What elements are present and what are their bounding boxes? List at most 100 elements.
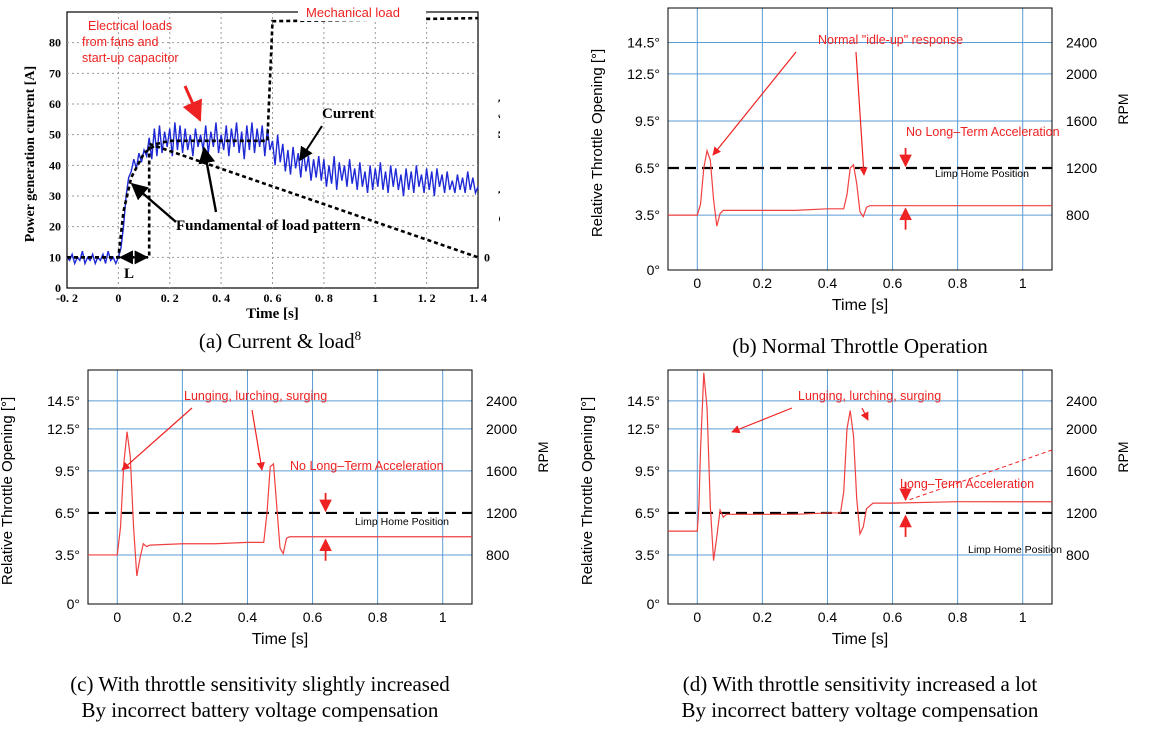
y-right-axis-label: RPM: [1115, 441, 1131, 472]
y-right-tick-label: 2000: [1066, 421, 1097, 437]
x-axis-label: Time [s]: [832, 297, 888, 314]
caption-a-text: (a) Current & load: [198, 329, 355, 353]
x-tick-label: 0. 6: [264, 291, 282, 305]
y-right-axis-label: RPM: [535, 441, 551, 472]
y-axis-label: Relative Throttle Opening [°]: [589, 49, 606, 237]
series-line-0: [668, 372, 1052, 561]
x-tick-label: 0. 2: [161, 291, 179, 305]
plot-area: [668, 8, 1052, 270]
x-axis-label: Time [s]: [832, 631, 888, 648]
annotation-response: Lunging, lurching, surging: [798, 389, 941, 403]
x-tick-label: 0.2: [753, 609, 773, 625]
plot-frame: [87, 369, 473, 605]
x-tick-label: 0: [115, 291, 121, 305]
y-tick-label: 9.5°: [635, 113, 660, 129]
y-tick-label: 3.5°: [55, 547, 80, 563]
slight-sensitivity-chart: 0 0.2 0.4 0.6 0.8 1 0° 3.5° 6.5° 9.5° 12.5° 14.5° 80…: [0, 369, 551, 648]
annotation-L: L: [124, 266, 134, 282]
y-right-tick-label: 1600: [486, 463, 517, 479]
y-axis-label: Relative Throttle Opening [°]: [580, 397, 596, 585]
x-tick-label: 0.2: [753, 275, 773, 291]
x-tick-label: 1: [439, 609, 447, 625]
current-load-chart: -0. 2 0 0. 2 0. 4 0. 6 0. 8 1 1. 2 1. 4010203040…: [23, 3, 500, 322]
y-tick-label: 6.5°: [635, 505, 660, 521]
x-tick-label: 0.4: [818, 275, 838, 291]
y-tick-label: 10: [49, 250, 61, 264]
y-right-tick-label: 2400: [1066, 393, 1097, 409]
annotation-acceleration: Long–Term Acceleration: [900, 477, 1034, 491]
y-right-tick-label: 1200: [1066, 160, 1097, 176]
y-tick-label: 70: [49, 66, 61, 80]
y-right-tick-label: 2400: [486, 393, 517, 409]
annotation-electrical-line: Electrical loads: [88, 19, 172, 33]
annotation-arrow: [860, 407, 869, 421]
arrow-fundamental-1: [130, 182, 177, 223]
caption-c: (c) With throttle sensitivity slightly i…: [70, 672, 450, 696]
y-right-tick-label: 800: [486, 547, 510, 563]
x-tick-label: 1: [1019, 275, 1027, 291]
y-tick-label: 0°: [67, 596, 80, 612]
x-tick-label: 0.4: [818, 609, 838, 625]
y-right-tick-label: 2400: [1066, 35, 1097, 51]
normal-throttle-chart: 0 0.2 0.4 0.6 0.8 1 0° 3.5° 6.5° 9.5° 12.5° 14.5° 80…: [589, 7, 1131, 314]
arrow-electrical: [182, 85, 202, 122]
x-axis-label: Time [s]: [252, 631, 308, 648]
plot-frame: [667, 7, 1053, 271]
arrow-current: [299, 125, 323, 162]
x-tick-label: 1: [1019, 609, 1027, 625]
x-tick-label: 0.4: [238, 609, 258, 625]
high-sensitivity-chart: 0 0.2 0.4 0.6 0.8 1 0° 3.5° 6.5° 9.5° 12.5° 14.5° 80…: [580, 369, 1131, 648]
x-tick-label: 0.2: [173, 609, 193, 625]
annotation-arrow: [712, 51, 797, 156]
x-tick-label: 0: [693, 609, 701, 625]
y-tick-label: 3.5°: [635, 547, 660, 563]
annotation-arrow: [251, 409, 265, 471]
plot-area: [668, 370, 1052, 604]
x-tick-label: 0. 4: [212, 291, 230, 305]
y-right-tick-label: 800: [1066, 207, 1090, 223]
series-line-1: [67, 16, 479, 259]
y-right-tick-label: 2000: [1066, 66, 1097, 82]
arrow-fundamental-2: [198, 146, 218, 213]
annotation-response: Normal "idle-up" response: [818, 33, 963, 47]
x-tick-label: 0.6: [883, 609, 903, 625]
caption-d2: By incorrect battery voltage compensatio…: [681, 698, 1039, 722]
y-right-tick-label: 1200: [1066, 505, 1097, 521]
y-right-tick-label: 2000: [486, 421, 517, 437]
plot-frame: [667, 369, 1053, 605]
y-tick-label: 6.5°: [635, 160, 660, 176]
y-tick-label: 12.5°: [47, 421, 80, 437]
x-tick-label: 0.8: [948, 275, 968, 291]
mechanical-label-bg: [298, 3, 426, 21]
y-tick-label: 30: [49, 189, 61, 203]
y-tick-label: 0°: [647, 262, 660, 278]
annotation-acceleration: No Long–Term Acceleration: [906, 125, 1060, 139]
y-axis-label: Power generation current [A]: [23, 66, 38, 242]
y-tick-label: 14.5°: [627, 35, 660, 51]
y-right-tick-label: 800: [1066, 547, 1090, 563]
limp-home-label: Limp Home Position: [935, 168, 1029, 180]
y-tick-label: 50: [49, 128, 61, 142]
annotation-arrow: [731, 407, 793, 434]
plot-area: [88, 370, 472, 604]
x-tick-label: 0.6: [883, 275, 903, 291]
series-line-0: [88, 431, 472, 577]
x-tick-label: 0. 8: [315, 291, 333, 305]
y-tick-label: 9.5°: [635, 463, 660, 479]
series-line-0: [66, 122, 479, 266]
caption-b: (b) Normal Throttle Operation: [732, 334, 988, 358]
caption-a: (a) Current & load8: [70, 328, 490, 354]
y-right-tick-label: 1600: [1066, 113, 1097, 129]
x-axis-label: Time [s]: [246, 306, 299, 322]
y-tick-label: 3.5°: [635, 207, 660, 223]
y-tick-label: 6.5°: [55, 505, 80, 521]
y-right-axis-label: RPM: [1115, 93, 1131, 124]
x-tick-label: 1. 4: [469, 291, 487, 305]
x-tick-label: 1: [372, 291, 378, 305]
y-right-axis-label: Load pattern [kgfm]: [497, 99, 500, 222]
x-tick-label: 1. 2: [418, 291, 436, 305]
y-tick-label: 12.5°: [627, 66, 660, 82]
y-right-tick-label: 1600: [1066, 463, 1097, 479]
x-tick-label: 0: [113, 609, 121, 625]
x-tick-label: 0: [693, 275, 701, 291]
